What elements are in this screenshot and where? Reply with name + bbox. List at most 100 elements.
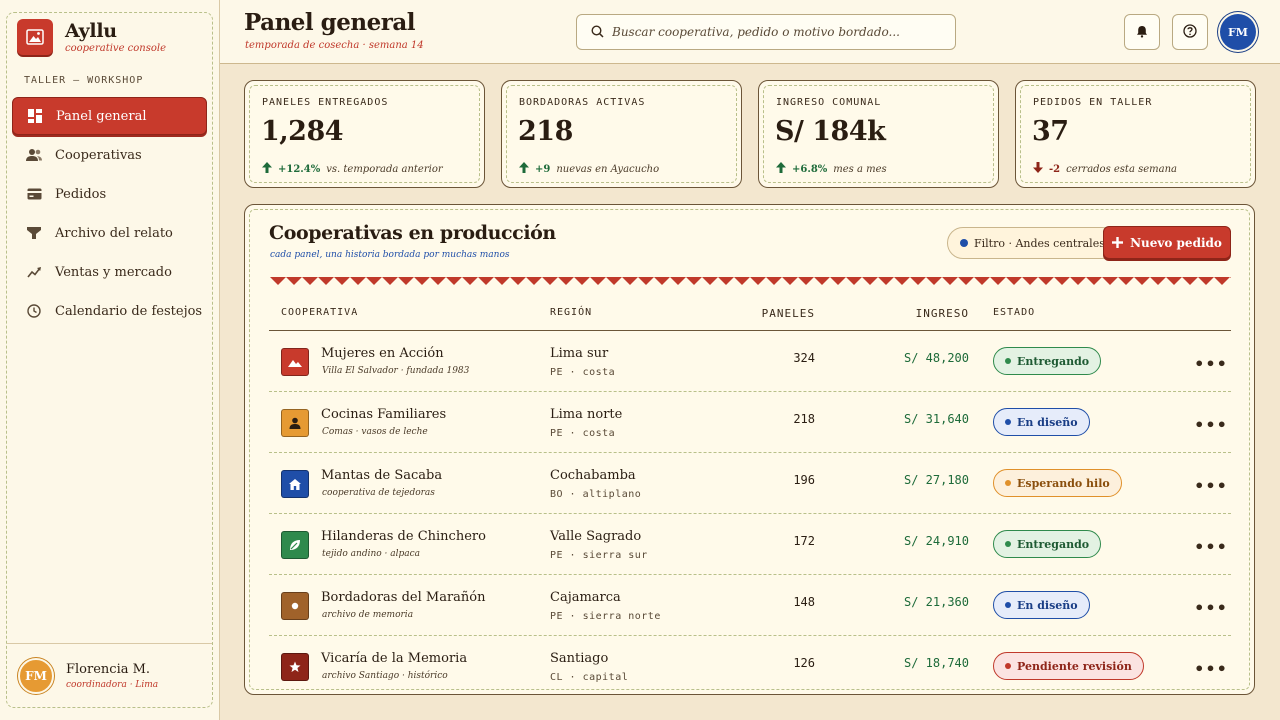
plus-icon (1112, 237, 1124, 248)
stat-card-paneles-entregados: PANELES ENTREGADOS 1,284 +12.4% vs. temp… (244, 80, 485, 188)
table-row[interactable]: Mantas de Sacaba cooperativa de tejedora… (269, 453, 1231, 514)
brand-title: Ayllu (65, 19, 117, 42)
region-name: Valle Sagrado (550, 529, 642, 544)
stat-value: 37 (1032, 116, 1069, 147)
status-badge: En diseño (993, 591, 1090, 619)
coop-subtitle: cooperativa de tejedoras (322, 488, 435, 498)
clock-icon (26, 303, 42, 319)
table-row[interactable]: Bordadoras del Marañón archivo de memori… (269, 575, 1231, 636)
coop-subtitle: archivo de memoria (322, 610, 414, 620)
house-icon (281, 470, 309, 498)
stat-card-ingreso-comunal: INGRESO COMUNAL S/ 184k +6.8% mes a mes (758, 80, 999, 188)
ingreso-value: S/ 48,200 (903, 351, 969, 365)
table-header: COOPERATIVA REGIÓN PANELES INGRESO ESTAD… (269, 305, 1231, 331)
more-options-icon[interactable]: ••• (1194, 536, 1228, 556)
page-subtitle: temporada de cosecha · semana 14 (245, 40, 424, 51)
more-options-icon[interactable]: ••• (1194, 353, 1228, 373)
stat-trend-value: +6.8% (792, 163, 828, 175)
more-options-icon[interactable]: ••• (1194, 414, 1228, 434)
sidebar-nav: Panel general Cooperativas Pedidos Archi… (12, 97, 207, 331)
column-header[interactable]: ESTADO (993, 307, 1036, 318)
sidebar-item-panel-general[interactable]: Panel general (12, 97, 207, 135)
stat-value: 1,284 (261, 116, 344, 147)
paneles-value: 172 (793, 534, 815, 548)
paneles-value: 148 (793, 595, 815, 609)
notifications-button[interactable] (1124, 14, 1160, 50)
more-options-icon[interactable]: ••• (1194, 658, 1228, 678)
coop-name: Bordadoras del Marañón (321, 590, 486, 605)
stat-label: BORDADORAS ACTIVAS (519, 97, 646, 108)
ingreso-value: S/ 24,910 (903, 534, 969, 548)
sidebar-item-calendario-de-festejos[interactable]: Calendario de festejos (12, 292, 207, 330)
table-row[interactable]: Vicaría de la Memoria archivo Santiago ·… (269, 636, 1231, 694)
status-badge: Pendiente revisión (993, 652, 1144, 680)
bell-icon (1136, 23, 1148, 42)
region-subtitle: PE · costa (550, 428, 616, 439)
table-row[interactable]: Cocinas Familiares Comas · vasos de lech… (269, 392, 1231, 453)
stat-trend-note: nuevas en Ayacucho (556, 163, 660, 175)
top-header: Panel general temporada de cosecha · sem… (220, 0, 1280, 64)
stat-label: PEDIDOS EN TALLER (1033, 97, 1153, 108)
coop-subtitle: tejido andino · alpaca (322, 549, 421, 559)
sidebar-item-label: Cooperativas (55, 147, 142, 163)
user-avatar-button[interactable]: FM (1220, 14, 1256, 50)
star-icon (281, 653, 309, 681)
search-box[interactable] (576, 14, 956, 50)
region-name: Cochabamba (550, 468, 636, 483)
arrow-up-icon (519, 162, 529, 176)
panel-title: Cooperativas en producción (269, 222, 556, 244)
sidebar-item-label: Panel general (56, 108, 147, 124)
coop-name: Vicaría de la Memoria (321, 651, 468, 666)
sidebar-item-pedidos[interactable]: Pedidos (12, 175, 207, 213)
region-subtitle: BO · altiplano (550, 489, 642, 500)
new-order-label: Nuevo pedido (1130, 235, 1222, 250)
stat-label: INGRESO COMUNAL (776, 97, 882, 108)
search-input[interactable] (612, 25, 942, 39)
table-row[interactable]: Mujeres en Acción Villa El Salvador · fu… (269, 331, 1231, 392)
card-icon (26, 186, 42, 202)
user-role: coordinadora · Lima (66, 679, 159, 690)
leaf-icon (281, 531, 309, 559)
column-header[interactable]: COOPERATIVA (281, 307, 359, 318)
ingreso-value: S/ 31,640 (903, 412, 969, 426)
stat-trend-value: -2 (1049, 163, 1061, 175)
panel-frame (249, 209, 1250, 690)
more-options-icon[interactable]: ••• (1194, 475, 1228, 495)
arrow-up-icon (776, 162, 786, 176)
sidebar-item-archivo-del-relato[interactable]: Archivo del relato (12, 214, 207, 252)
help-button[interactable] (1172, 14, 1208, 50)
filter-icon (26, 225, 42, 241)
paneles-value: 126 (793, 656, 815, 670)
zigzag-divider (270, 277, 1231, 287)
coop-name: Hilanderas de Chinchero (321, 529, 486, 544)
table-body: Mujeres en Acción Villa El Salvador · fu… (269, 331, 1231, 694)
dot-icon (281, 592, 309, 620)
sidebar-item-cooperativas[interactable]: Cooperativas (12, 136, 207, 174)
region-subtitle: PE · sierra norte (550, 611, 661, 622)
more-options-icon[interactable]: ••• (1194, 597, 1228, 617)
table-row[interactable]: Hilanderas de Chinchero tejido andino · … (269, 514, 1231, 575)
filter-button[interactable]: Filtro · Andes centrales (947, 227, 1118, 259)
column-header[interactable]: PANELES (761, 307, 815, 320)
stat-trend-value: +12.4% (278, 163, 321, 175)
arrow-down-icon (1033, 162, 1043, 176)
help-icon (1183, 23, 1197, 42)
mountain-icon (281, 348, 309, 376)
sidebar-item-ventas-y-mercado[interactable]: Ventas y mercado (12, 253, 207, 291)
sidebar-item-label: Archivo del relato (55, 225, 173, 241)
stat-trend-value: +9 (535, 163, 551, 175)
coop-name: Mujeres en Acción (321, 346, 444, 361)
status-badge: En diseño (993, 408, 1090, 436)
sidebar-item-label: Pedidos (55, 186, 107, 202)
region-subtitle: PE · sierra sur (550, 550, 648, 561)
new-order-button[interactable]: Nuevo pedido (1103, 226, 1231, 259)
stat-card-pedidos-en-taller: PEDIDOS EN TALLER 37 -2 cerrados esta se… (1015, 80, 1256, 188)
brand[interactable]: Ayllu cooperative console (17, 19, 166, 55)
region-subtitle: PE · costa (550, 367, 616, 378)
column-header[interactable]: REGIÓN (550, 307, 593, 318)
avatar: FM (18, 657, 54, 694)
ingreso-value: S/ 18,740 (903, 656, 969, 670)
column-header[interactable]: INGRESO (915, 307, 969, 320)
user-profile[interactable]: FM Florencia M. coordinadora · Lima (7, 643, 212, 707)
sidebar-item-label: Calendario de festejos (55, 303, 203, 319)
